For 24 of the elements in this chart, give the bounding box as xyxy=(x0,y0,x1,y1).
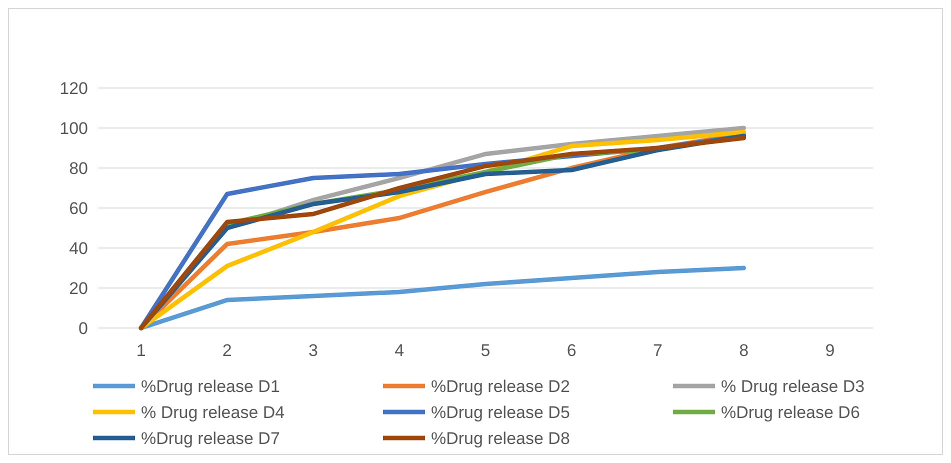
y-tick-label: 120 xyxy=(60,78,88,98)
legend-label: % Drug release D3 xyxy=(721,376,865,396)
legend-label: %Drug release D7 xyxy=(141,428,280,448)
y-tick-label: 20 xyxy=(69,278,88,298)
x-tick-label: 8 xyxy=(739,341,749,360)
x-tick-label: 9 xyxy=(825,341,835,360)
y-tick-label: 60 xyxy=(69,198,88,218)
x-tick-label: 6 xyxy=(566,341,576,360)
x-tick-label: 7 xyxy=(652,341,662,360)
legend-label: %Drug release D8 xyxy=(431,428,570,448)
x-tick-label: 4 xyxy=(394,341,404,360)
x-tick-label: 3 xyxy=(308,341,318,360)
x-tick-label: 2 xyxy=(222,341,232,360)
x-tick-label: 1 xyxy=(136,341,146,360)
legend-label: %Drug release D5 xyxy=(431,402,570,422)
legend-label: % Drug release D4 xyxy=(141,402,285,422)
legend-label: %Drug release D2 xyxy=(431,376,570,396)
y-tick-label: 40 xyxy=(69,238,88,258)
x-tick-label: 5 xyxy=(480,341,490,360)
legend-label: %Drug release D1 xyxy=(141,376,280,396)
y-tick-label: 100 xyxy=(60,118,88,138)
legend-label: %Drug release D6 xyxy=(721,402,860,422)
y-tick-label: 0 xyxy=(78,318,88,338)
y-tick-label: 80 xyxy=(69,158,88,178)
